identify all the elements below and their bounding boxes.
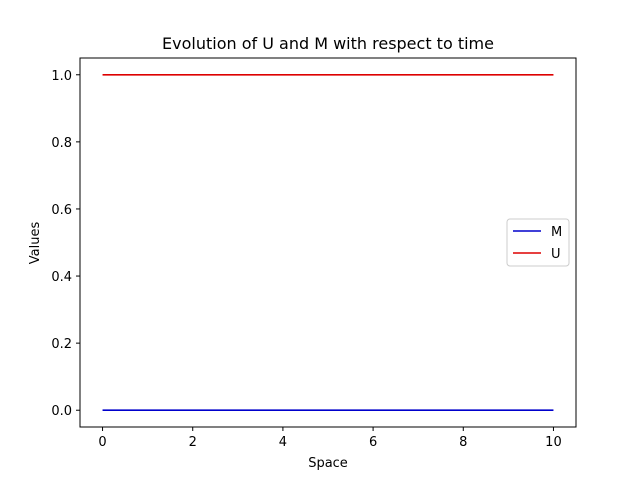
x-tick-label: 2 — [189, 435, 197, 450]
x-tick-label: 4 — [279, 435, 287, 450]
x-tick-label: 10 — [545, 435, 562, 450]
legend: MU — [506, 218, 570, 267]
axes-frame — [79, 57, 577, 428]
y-tick-label: 0.4 — [51, 270, 72, 285]
legend-label-u: U — [551, 247, 561, 262]
plot-area — [80, 58, 576, 427]
x-tick-label: 8 — [459, 435, 467, 450]
legend-label-m: M — [551, 225, 562, 240]
y-tick-label: 0.0 — [51, 404, 72, 419]
x-axis-label: Space — [308, 456, 348, 471]
plot-background — [80, 58, 576, 427]
y-axis-label: Values — [28, 222, 43, 265]
y-tick-label: 0.2 — [51, 337, 72, 352]
series-layer — [102, 73, 554, 412]
x-tick-label: 6 — [369, 435, 377, 450]
y-tick-label: 0.8 — [51, 136, 72, 151]
y-tick-label: 0.6 — [51, 203, 72, 218]
x-tick-label: 0 — [98, 435, 106, 450]
axes-layer: 0 2 4 6 8 10 0.0 0.2 0.4 0.6 0.8 1.0 — [51, 57, 577, 450]
chart-title: Evolution of U and M with respect to tim… — [162, 34, 494, 53]
y-tick-label: 1.0 — [51, 69, 72, 84]
